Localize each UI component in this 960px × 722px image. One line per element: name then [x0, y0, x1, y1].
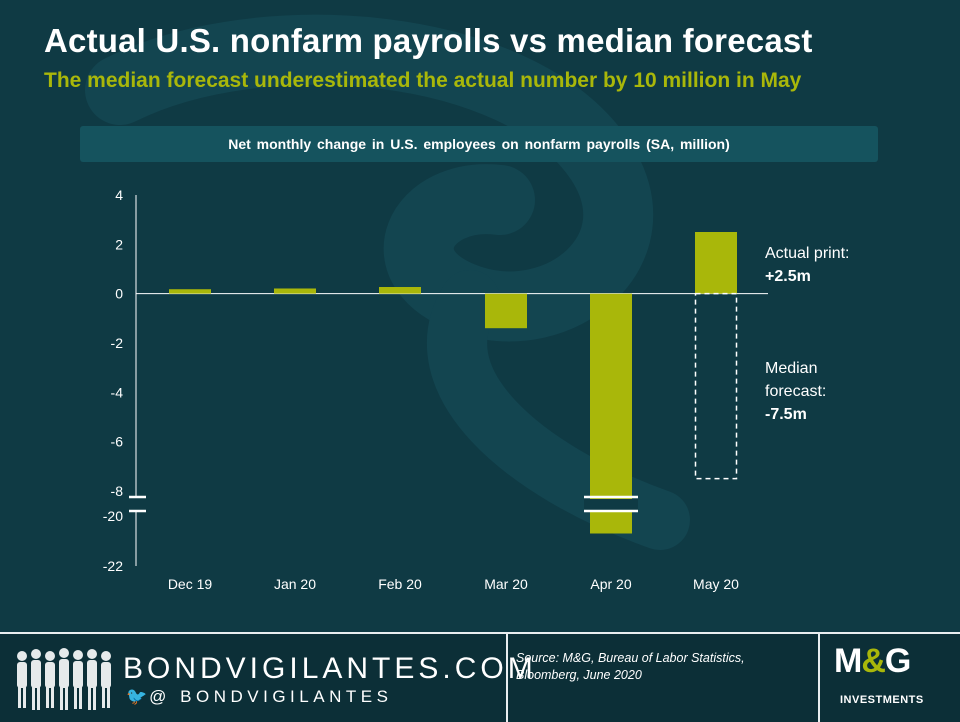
forecast-dashed-box	[694, 292, 738, 480]
chart-subtitle: The median forecast underestimated the a…	[44, 69, 802, 92]
footer-divider-left	[506, 634, 508, 722]
footer: BONDVIGILANTES.COM 🐦 @ BONDVIGILANTES Sou…	[0, 632, 960, 722]
annotation-forecast-label-2: forecast:	[765, 383, 826, 400]
bar-break-gap	[584, 499, 638, 510]
logo-subtitle: INVESTMENTS	[840, 694, 924, 706]
bar-dec-19	[169, 289, 211, 294]
footer-divider-right	[818, 634, 820, 722]
logo-m: M	[834, 642, 862, 680]
x-tick-label: May 20	[693, 576, 739, 592]
logo-g: G	[884, 642, 911, 680]
x-tick-label: Feb 20	[378, 576, 422, 592]
brand-handle: 🐦 @ BONDVIGILANTES	[126, 687, 392, 707]
y-tick-label: -4	[111, 384, 124, 400]
bar-may-20	[695, 232, 737, 294]
annotation-actual-label: Actual print:	[765, 245, 849, 262]
y-tick-label: -2	[111, 335, 124, 351]
y-tick-label: -8	[111, 483, 124, 499]
y-tick-label: 0	[115, 286, 123, 302]
source-note: Source: M&G, Bureau of Labor Statistics,…	[516, 651, 745, 682]
y-tick-label: -6	[111, 434, 124, 450]
x-tick-label: Jan 20	[274, 576, 316, 592]
logo-ampersand: &	[861, 642, 886, 680]
chart-title: Actual U.S. nonfarm payrolls vs median f…	[44, 22, 813, 59]
bar-chart: 4 2 0 -2 -4 -6 -8 -20 -22 Dec 19 Jan 20 Feb 20 Mar 2…	[103, 187, 850, 592]
x-tick-label: Mar 20	[484, 576, 528, 592]
annotation-forecast-label-1: Median	[765, 360, 817, 377]
chart-banner: Net monthly change in U.S. employees on …	[80, 126, 878, 162]
mg-investments-logo: M&G INVESTMENTS	[834, 642, 952, 718]
people-silhouettes-icon	[17, 648, 111, 710]
y-tick-label: 2	[115, 236, 123, 252]
y-tick-label: -22	[103, 558, 123, 574]
brand-name: BONDVIGILANTES.COM	[123, 652, 537, 685]
annotation-forecast-value: -7.5m	[765, 406, 807, 423]
y-tick-label: -20	[103, 508, 123, 524]
handle-text: @ BONDVIGILANTES	[149, 687, 393, 706]
bar-mar-20	[485, 293, 527, 329]
x-tick-label: Dec 19	[168, 576, 213, 592]
twitter-bird-icon: 🐦	[126, 687, 148, 706]
y-tick-label: 4	[115, 187, 123, 203]
x-tick-label: Apr 20	[590, 576, 631, 592]
bar-jan-20	[274, 288, 316, 294]
bar-apr-20	[590, 293, 632, 534]
bar-feb-20	[379, 287, 421, 294]
annotation-actual-value: +2.5m	[765, 268, 811, 285]
